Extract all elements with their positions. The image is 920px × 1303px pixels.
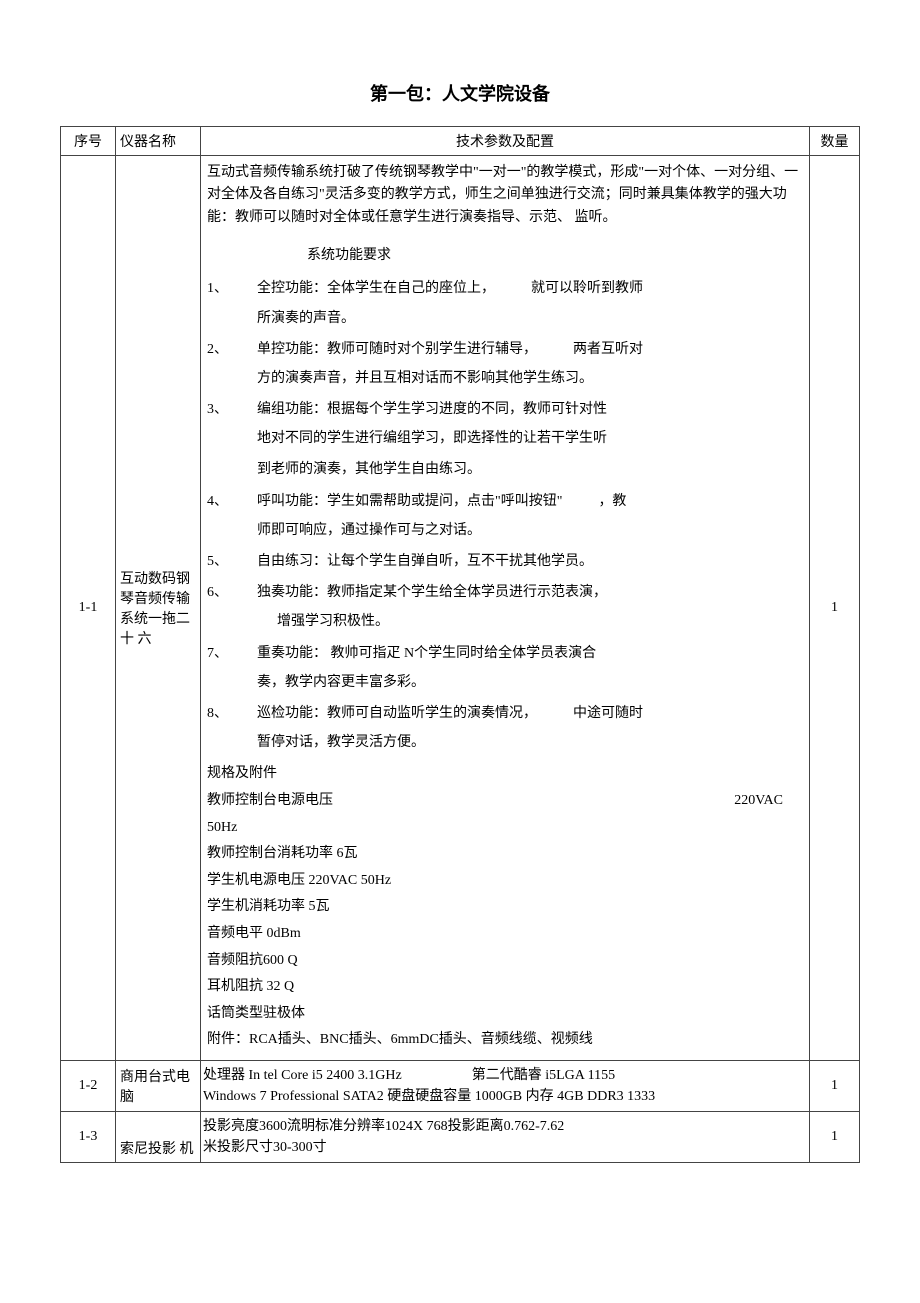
spec-line: 附件：RCA插头、BNC插头、6mmDC插头、音频线缆、视频线 xyxy=(207,1027,803,1054)
cell-qty: 1 xyxy=(810,1060,860,1111)
table-row: 1-3 索尼投影 机 投影亮度3600流明标准分辨率1024X 768投影距离0… xyxy=(61,1111,860,1162)
spec-intro: 互动式音频传输系统打破了传统钢琴教学中"一对一"的教学模式，形成"一对个体、一对… xyxy=(207,162,803,229)
item-text-cont: 暂停对话，教学灵活方便。 xyxy=(207,730,803,755)
item-text: 全控功能：全体学生在自己的座位上，就可以聆听到教师 xyxy=(257,276,803,301)
item-text: 呼叫功能：学生如需帮助或提问，点击"呼叫按钮"，教 xyxy=(257,489,803,514)
spec-item: 3、 编组功能：根据每个学生学习进度的不同，教师可针对性 xyxy=(207,397,803,422)
item-num: 4、 xyxy=(207,489,257,514)
spec-hz: 50Hz xyxy=(207,815,803,842)
item-num: 1、 xyxy=(207,276,257,301)
equipment-table: 序号 仪器名称 技术参数及配置 数量 1-1 互动数码钢琴音频传输系统一拖二十 … xyxy=(60,126,860,1163)
spec-line: 教师控制台消耗功率 6瓦 xyxy=(207,841,803,868)
cell-num: 1-3 xyxy=(61,1111,116,1162)
cell-qty: 1 xyxy=(810,1111,860,1162)
item-text: 独奏功能：教师指定某个学生给全体学员进行示范表演， xyxy=(257,580,803,605)
col-header-name: 仪器名称 xyxy=(116,127,201,156)
spec-line: 音频电平 0dBm xyxy=(207,921,803,948)
item-text-cont: 增强学习积极性。 xyxy=(207,609,803,634)
item-text: 巡检功能：教师可自动监听学生的演奏情况，中途可随时 xyxy=(257,701,803,726)
spec-item: 4、 呼叫功能：学生如需帮助或提问，点击"呼叫按钮"，教 xyxy=(207,489,803,514)
cell-name: 互动数码钢琴音频传输系统一拖二十 六 xyxy=(116,156,201,1061)
cell-spec: 投影亮度3600流明标准分辨率1024X 768投影距离0.762-7.62 米… xyxy=(201,1111,810,1162)
spec-line: 耳机阻抗 32 Q xyxy=(207,974,803,1001)
cell-spec: 互动式音频传输系统打破了传统钢琴教学中"一对一"的教学模式，形成"一对个体、一对… xyxy=(201,156,810,1061)
item-num: 6、 xyxy=(207,580,257,605)
cell-spec: 处理器 In tel Core i5 2400 3.1GHz第二代酷睿 i5LG… xyxy=(201,1060,810,1111)
item-text: 重奏功能： 教帅可指疋 N个学生同时给全体学员表演合 xyxy=(257,641,803,666)
table-header-row: 序号 仪器名称 技术参数及配置 数量 xyxy=(61,127,860,156)
item-num: 8、 xyxy=(207,701,257,726)
item-text: 单控功能：教师可随时对个别学生进行辅导，两者互听对 xyxy=(257,337,803,362)
page-title: 第一包：人文学院设备 xyxy=(60,80,860,106)
cell-num: 1-1 xyxy=(61,156,116,1061)
table-row: 1-2 商用台式电脑 处理器 In tel Core i5 2400 3.1GH… xyxy=(61,1060,860,1111)
spec-line: 学生机电源电压 220VAC 50Hz xyxy=(207,868,803,895)
spec-voltage: 教师控制台电源电压 220VAC xyxy=(207,788,803,815)
item-text: 自由练习：让每个学生自弹自听，互不干扰其他学员。 xyxy=(257,549,803,574)
item-num: 3、 xyxy=(207,397,257,422)
spec-item: 1、 全控功能：全体学生在自己的座位上，就可以聆听到教师 xyxy=(207,276,803,301)
spec-item: 2、 单控功能：教师可随时对个别学生进行辅导，两者互听对 xyxy=(207,337,803,362)
col-header-num: 序号 xyxy=(61,127,116,156)
spec-item: 6、 独奏功能：教师指定某个学生给全体学员进行示范表演， xyxy=(207,580,803,605)
cell-qty: 1 xyxy=(810,156,860,1061)
spec-line: 音频阻抗600 Q xyxy=(207,948,803,975)
item-text-cont: 奏，教学内容更丰富多彩。 xyxy=(207,670,803,695)
col-header-qty: 数量 xyxy=(810,127,860,156)
spec-item: 5、 自由练习：让每个学生自弹自听，互不干扰其他学员。 xyxy=(207,549,803,574)
spec-line: 话筒类型驻极体 xyxy=(207,1001,803,1028)
item-text-cont: 地对不同的学生进行编组学习，即选择性的让若干学生听 xyxy=(207,426,803,451)
cell-name: 商用台式电脑 xyxy=(116,1060,201,1111)
item-num: 7、 xyxy=(207,641,257,666)
spec-section-title: 规格及附件 xyxy=(207,761,803,788)
spec-item: 7、 重奏功能： 教帅可指疋 N个学生同时给全体学员表演合 xyxy=(207,641,803,666)
item-text-cont: 所演奏的声音。 xyxy=(207,306,803,331)
cell-name: 索尼投影 机 xyxy=(116,1111,201,1162)
item-num: 5、 xyxy=(207,549,257,574)
item-text: 编组功能：根据每个学生学习进度的不同，教师可针对性 xyxy=(257,397,803,422)
item-text-cont: 到老师的演奏，其他学生自由练习。 xyxy=(207,457,803,482)
item-num: 2、 xyxy=(207,337,257,362)
table-row: 1-1 互动数码钢琴音频传输系统一拖二十 六 互动式音频传输系统打破了传统钢琴教… xyxy=(61,156,860,1061)
item-text-cont: 方的演奏声音，并且互相对话而不影响其他学生练习。 xyxy=(207,366,803,391)
cell-num: 1-2 xyxy=(61,1060,116,1111)
spec-item: 8、 巡检功能：教师可自动监听学生的演奏情况，中途可随时 xyxy=(207,701,803,726)
col-header-spec: 技术参数及配置 xyxy=(201,127,810,156)
item-text-cont: 师即可响应，通过操作可与之对话。 xyxy=(207,518,803,543)
spec-sys-title: 系统功能要求 xyxy=(207,243,803,268)
spec-line: 学生机消耗功率 5瓦 xyxy=(207,894,803,921)
